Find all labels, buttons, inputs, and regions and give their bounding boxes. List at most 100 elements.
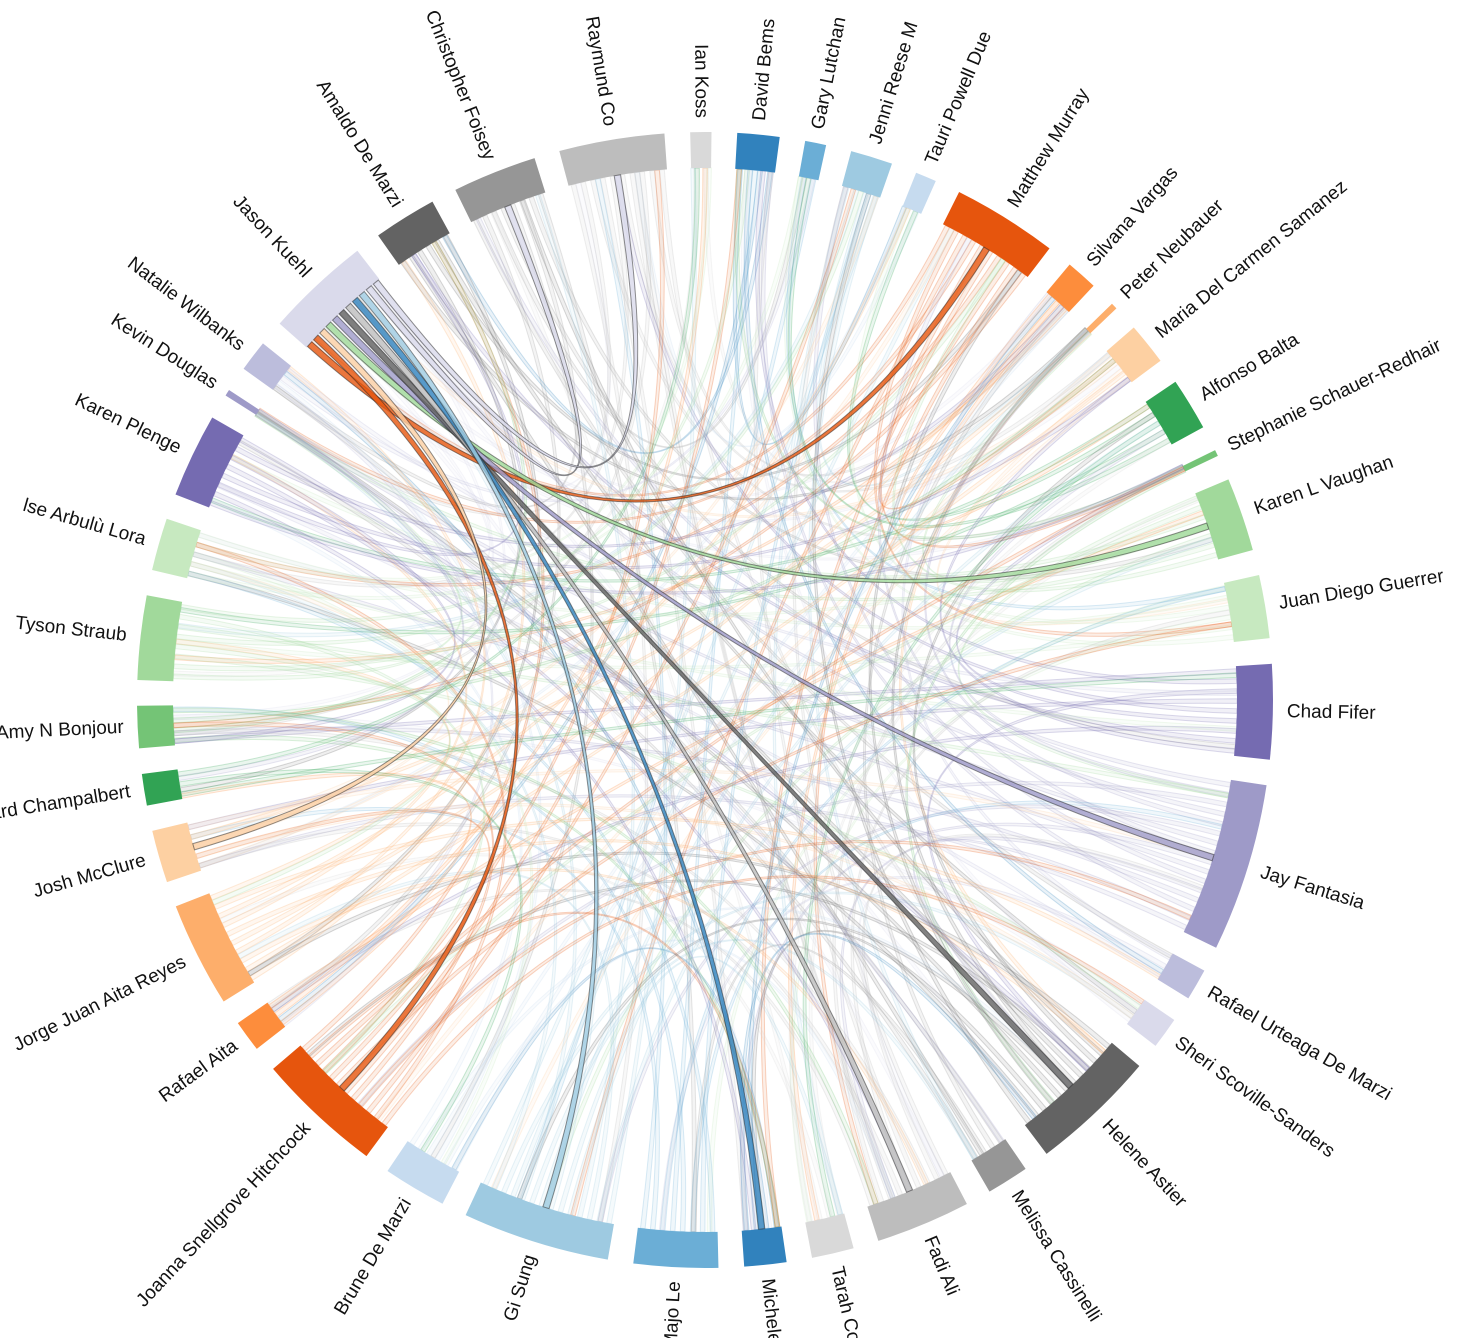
background-link [178,768,523,1153]
arc-ian-koss[interactable] [690,132,712,169]
arc-rafael-urteaga-de-marzi[interactable] [1157,953,1205,999]
link-jason-kuehl-to-matthew-murray[interactable] [306,246,991,503]
link-jason-kuehl-to-josh-mcclure[interactable] [192,327,488,851]
label-helene-astier[interactable]: Helene Astier [1098,1115,1191,1212]
label-tarah-cos[interactable]: Tarah Cos [826,1265,866,1343]
arc-amy-n-bonjour[interactable] [137,705,175,749]
label-lse-arbul-lora[interactable]: lse Arbulù Lora [21,495,149,550]
label-karen-l-vaughan[interactable]: Karen L Vaughan [1251,452,1396,520]
arc-sheri-scoville-sanders[interactable] [1126,999,1175,1046]
label-ian-koss[interactable]: Ian Koss [690,44,712,118]
label-maria-del-carmen-samanez[interactable]: Maria Del Carmen Samanez [1151,176,1351,343]
arc-karen-plenge[interactable] [175,417,244,508]
arc-amaldo-de-marzi[interactable] [378,201,450,265]
arc-tarah-cos[interactable] [805,1213,854,1258]
arc-alfonso-balta[interactable] [1145,381,1204,445]
label-amy-n-bonjour[interactable]: Amy N Bonjour [0,717,125,744]
arc-tyson-straub[interactable] [137,595,183,682]
label-amaldo-de-marzi[interactable]: Amaldo De Marzi [312,76,407,211]
arc-stephanie-schauer-redhair[interactable] [1182,450,1218,472]
link-jason-kuehl-to-gi-sung[interactable] [358,290,599,1210]
arc-ard-champalbert[interactable] [141,769,183,806]
label-brune-de-marzi[interactable]: Brune De Marzi [330,1195,416,1319]
background-link [659,585,1227,1232]
arc-kevin-douglas[interactable] [225,390,260,415]
link-jason-kuehl-to-helene-astier[interactable] [338,308,1074,1090]
link-jason-kuehl-to-michele-l[interactable] [351,296,766,1230]
arc-melissa-cassinelli[interactable] [971,1139,1026,1192]
label-jay-fantasia[interactable]: Jay Fantasia [1258,862,1368,914]
background-link [812,185,1207,885]
background-link [753,171,922,1189]
arc-gi-sung[interactable] [465,1182,614,1260]
label-gary-lutchan[interactable]: Gary Lutchan [808,15,851,131]
arc-michele-l[interactable] [741,1226,787,1267]
label-david-bems[interactable]: David Bems [749,18,780,122]
background-link [732,168,908,445]
arc-jason-kuehl[interactable] [279,250,380,348]
background-link [234,365,486,955]
label-majo-le[interactable]: Majo Le [661,1281,685,1343]
background-link [760,171,1196,913]
arc-helene-astier[interactable] [1024,1042,1140,1154]
background-link [519,198,1105,1057]
label-alfonso-balta[interactable]: Alfonso Balta [1196,329,1303,405]
arc-rafael-aita[interactable] [237,1002,286,1049]
background-link [873,229,1233,637]
label-josh-mcclure[interactable]: Josh McClure [31,850,148,902]
arc-lse-arbul-lora[interactable] [152,518,201,579]
arc-silvana-vargas[interactable] [1046,264,1094,312]
arc-raymund-co[interactable] [559,133,667,186]
label-gi-sung[interactable]: Gi Sung [500,1252,541,1324]
label-chad-fifer[interactable]: Chad Fifer [1287,701,1377,724]
arc-natalie-wilbanks[interactable] [243,343,291,390]
arc-juan-diego-guerrer[interactable] [1223,574,1270,643]
label-tyson-straub[interactable]: Tyson Straub [14,613,128,646]
link-jason-kuehl-to-christopher-foisey[interactable] [365,204,582,477]
arc-brune-de-marzi[interactable] [387,1141,460,1204]
label-karen-plenge[interactable]: Karen Plenge [72,390,185,459]
label-juan-diego-guerrer[interactable]: Juan Diego Guerrer [1277,566,1446,614]
background-link [179,249,522,793]
arc-jay-fantasia[interactable] [1183,779,1267,948]
label-jason-kuehl[interactable]: Jason Kuehl [228,191,315,282]
link-jason-kuehl-to-jay-fantasia[interactable] [331,314,1215,862]
background-link [209,463,1185,595]
link-jason-kuehl-to-karen-l-vaughan[interactable] [325,321,1210,584]
background-link [567,420,1162,1216]
label-tauri-powell-due[interactable]: Tauri Powell Due [921,28,996,168]
arc-matthew-murray[interactable] [942,192,1050,278]
arc-tauri-powell-due[interactable] [902,172,936,214]
label-jorge-juan-aita-reyes[interactable]: Jorge Juan Aita Reyes [10,952,189,1056]
label-fadi-ali[interactable]: Fadi Ali [920,1233,963,1299]
label-raymund-co[interactable]: Raymund Co [581,15,620,128]
arc-chad-fifer[interactable] [1234,663,1273,760]
arc-christopher-foisey[interactable] [455,158,546,223]
arc-majo-le[interactable] [633,1227,719,1268]
arc-david-bems[interactable] [735,132,780,173]
label-jenni-reese-m[interactable]: Jenni Reese M [865,19,922,146]
label-ard-champalbert[interactable]: ard Champalbert [0,781,133,824]
link-jason-kuehl-to-raymund-co[interactable] [372,174,639,469]
arc-joanna-snellgrove-hitchcock[interactable] [273,1045,388,1157]
background-link [173,734,781,1228]
background-link [812,192,1032,1125]
label-rafael-aita[interactable]: Rafael Aita [155,1035,242,1107]
arc-jenni-reese-m[interactable] [841,151,892,198]
label-joanna-snellgrove-hitchcock[interactable]: Joanna Snellgrove Hitchcock [132,1117,315,1311]
background-link [172,713,1138,1015]
arc-fadi-ali[interactable] [867,1172,967,1241]
arc-maria-del-carmen-samanez[interactable] [1106,327,1161,383]
label-melissa-cassinelli[interactable]: Melissa Cassinelli [1007,1187,1105,1326]
background-link [173,167,699,678]
background-link [816,191,1090,488]
label-christopher-foisey[interactable]: Christopher Foisey [421,7,500,163]
label-michele-l[interactable]: Michele L [757,1278,787,1343]
arc-gary-lutchan[interactable] [798,140,827,181]
background-link [189,807,660,1231]
arc-josh-mcclure[interactable] [152,822,202,883]
arc-karen-l-vaughan[interactable] [1195,479,1253,560]
arc-jorge-juan-aita-reyes[interactable] [175,893,255,1002]
label-matthew-murray[interactable]: Matthew Murray [1004,84,1094,211]
arc-peter-neubauer[interactable] [1086,303,1117,334]
